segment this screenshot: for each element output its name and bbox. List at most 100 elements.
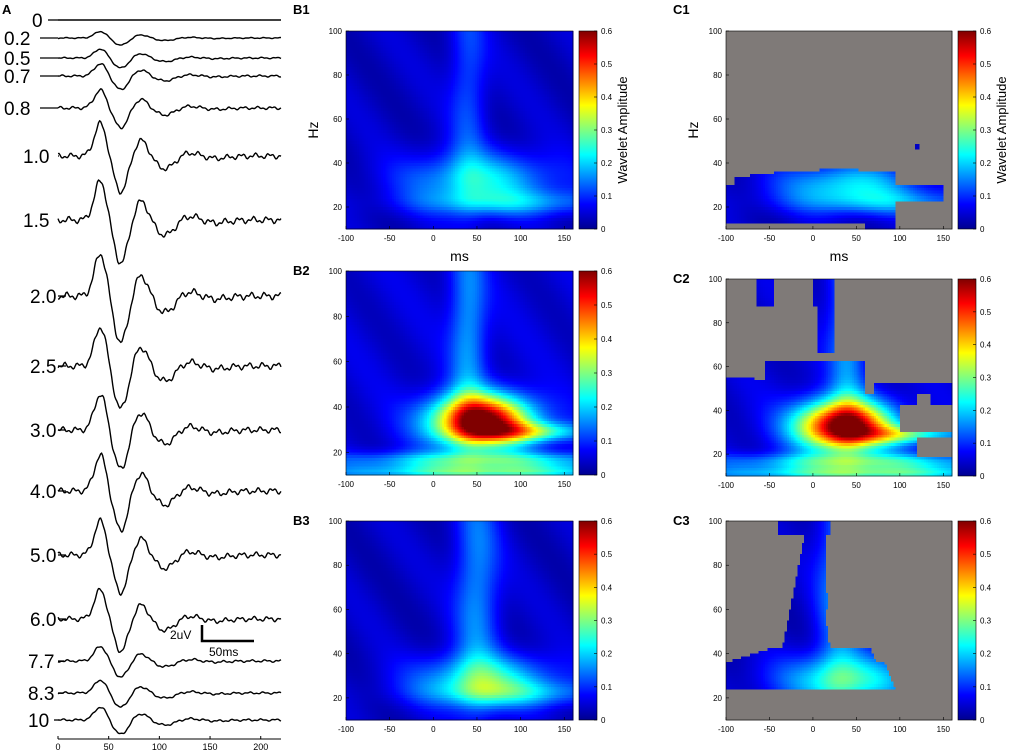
heatmap-cell: [370, 55, 373, 60]
heatmap-cell: [348, 58, 351, 62]
heatmap-cell: [356, 36, 360, 40]
heatmap-cell: [492, 66, 496, 71]
heatmap-cell: [387, 55, 391, 60]
heatmap-cell: [479, 64, 482, 68]
heatmap-cell: [470, 39, 474, 43]
heatmap-cell: [476, 33, 480, 38]
heatmap-cell: [418, 44, 421, 49]
heatmap-cell: [452, 53, 456, 57]
heatmap-cell: [498, 36, 502, 40]
heatmap-cell: [411, 64, 415, 68]
heatmap-cell: [346, 66, 349, 71]
heatmap-cell: [553, 44, 557, 49]
heatmap-cell: [500, 53, 504, 57]
heatmap-cell: [522, 64, 526, 68]
heatmap-cell: [452, 31, 456, 35]
heatmap-cell: [548, 55, 552, 60]
heatmap-cell: [365, 36, 369, 40]
heatmap-cell: [407, 66, 410, 71]
heatmap-cell: [487, 31, 491, 35]
heatmap-cell: [448, 31, 452, 35]
heatmap-cell: [361, 58, 365, 62]
heatmap-cell: [551, 47, 554, 51]
heatmap-cell: [450, 42, 454, 46]
heatmap-cell: [370, 47, 373, 51]
heatmap-cell: [398, 69, 402, 73]
heatmap-cell: [531, 50, 535, 54]
heatmap-cell: [389, 64, 393, 68]
heatmap-cell: [450, 33, 454, 38]
heatmap-cell: [372, 33, 375, 38]
heatmap-cell: [564, 42, 568, 46]
heatmap-cell: [385, 44, 389, 49]
heatmap-cell: [374, 47, 378, 51]
heatmap-cell: [516, 42, 520, 46]
heatmap-cell: [409, 39, 413, 43]
heatmap-cell: [459, 39, 463, 43]
heatmap-cell: [376, 50, 380, 54]
heatmap-cell: [481, 61, 485, 65]
panel-a-tick-label: 150: [203, 742, 218, 752]
heatmap-cell: [516, 58, 520, 62]
heatmap-cell: [457, 39, 461, 43]
heatmap-cell: [426, 55, 430, 60]
heatmap-cell: [544, 31, 548, 35]
heatmap-cell: [435, 58, 439, 62]
heatmap-cell: [503, 61, 506, 65]
heatmap-cell: [533, 47, 537, 51]
heatmap-cell: [374, 50, 378, 54]
heatmap-cell: [433, 44, 437, 49]
heatmap-cell: [494, 50, 498, 54]
heatmap-cell: [555, 66, 559, 71]
heatmap-cell: [520, 42, 524, 46]
heatmap-cell: [367, 42, 371, 46]
heatmap-cell: [431, 64, 434, 68]
heatmap-cell: [431, 42, 434, 46]
trace-label: 5.0: [30, 546, 56, 567]
heatmap-cell: [437, 42, 441, 46]
heatmap-cell: [361, 42, 365, 46]
heatmap-cell: [400, 53, 404, 57]
heatmap-cell: [420, 31, 423, 35]
heatmap-cell: [396, 53, 399, 57]
heatmap-cell: [383, 50, 386, 54]
heatmap-cell: [359, 69, 362, 73]
heatmap-cell: [531, 33, 535, 38]
heatmap-cell: [439, 53, 443, 57]
heatmap-cell: [385, 64, 389, 68]
heatmap-cell: [359, 66, 362, 71]
heatmap-cell: [446, 47, 450, 51]
heatmap-cell: [490, 42, 493, 46]
heatmap-cell: [383, 58, 386, 62]
heatmap-cell: [564, 58, 568, 62]
heatmap-cell: [544, 44, 548, 49]
heatmap-cell: [457, 36, 461, 40]
heatmap-cell: [559, 31, 563, 35]
heatmap-cell: [492, 50, 496, 54]
heatmap-cell: [505, 58, 509, 62]
heatmap-cell: [468, 53, 472, 57]
heatmap-cell: [442, 31, 445, 35]
heatmap-cell: [562, 53, 565, 57]
heatmap-cell: [468, 42, 472, 46]
heatmap-cell: [455, 31, 458, 35]
heatmap-cell: [463, 64, 467, 68]
heatmap-cell: [496, 66, 500, 71]
heatmap-cell: [511, 36, 515, 40]
heatmap-cell: [494, 66, 498, 71]
heatmap-cell: [479, 31, 482, 35]
heatmap-cell: [570, 53, 574, 57]
heatmap-cell: [452, 39, 456, 43]
heatmap-cell: [424, 66, 428, 71]
heatmap-cell: [459, 50, 463, 54]
heatmap-cell: [374, 53, 378, 57]
heatmap-cell: [387, 33, 391, 38]
heatmap-cell: [535, 31, 539, 35]
heatmap-cell: [516, 64, 520, 68]
heatmap-cell: [452, 36, 456, 40]
heatmap-cell: [431, 53, 434, 57]
trace-line: [57, 517, 282, 597]
heatmap-cell: [383, 44, 386, 49]
heatmap-cell: [376, 33, 380, 38]
heatmap-cell: [455, 64, 458, 68]
